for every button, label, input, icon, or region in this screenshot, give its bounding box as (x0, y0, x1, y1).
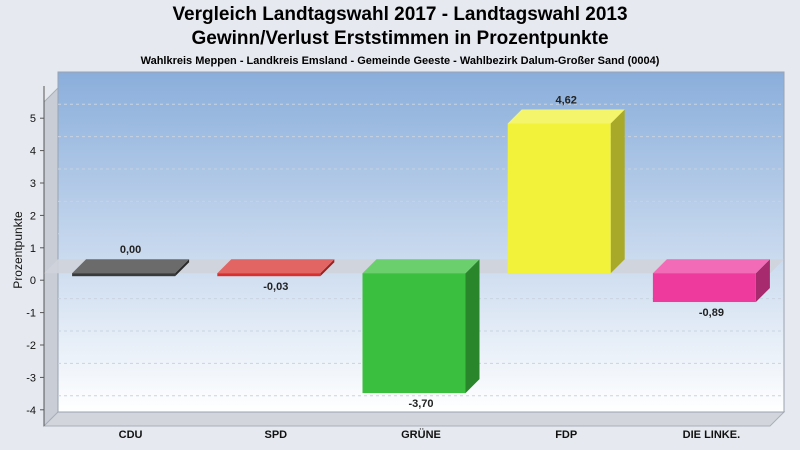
x-tick-label: FDP (555, 429, 577, 441)
bar-die-linke (652, 259, 770, 303)
bar-front (72, 273, 176, 277)
bar-front (652, 273, 756, 303)
plot-side-wall (43, 86, 59, 428)
data-label: 0,00 (120, 244, 141, 256)
chart-subtitle: Wahlkreis Meppen - Landkreis Emsland - G… (140, 55, 660, 67)
bar-side (175, 259, 190, 277)
x-tick-label: GRÜNE (401, 428, 441, 441)
bar-spd (217, 259, 335, 277)
bar-top (652, 259, 770, 274)
y-tick-label: 0 (30, 275, 36, 287)
bar-cdu (72, 259, 190, 277)
chart-title-line-2: Gewinn/Verlust Erststimmen in Prozentpun… (191, 28, 609, 49)
bar-top (362, 259, 480, 274)
y-tick-label: -3 (26, 372, 36, 384)
chart-titles: Vergleich Landtagswahl 2017 - Landtagswa… (0, 0, 800, 68)
data-label: -0,03 (263, 281, 288, 293)
x-tick-label: DIE LINKE. (683, 429, 740, 441)
bar-front (217, 273, 321, 277)
bar-top (217, 259, 335, 274)
chart-title-line-1: Vergleich Landtagswahl 2017 - Landtagswa… (172, 4, 628, 25)
bar-fdp (507, 109, 625, 274)
data-label: -0,89 (699, 307, 724, 319)
bar-side (755, 259, 770, 303)
y-tick-label: -2 (26, 340, 36, 352)
x-tick-label: SPD (264, 429, 287, 441)
y-axis-label: Prozentpunkte (11, 211, 25, 289)
y-tick-label: 3 (30, 178, 36, 190)
y-tick-label: 2 (30, 210, 36, 222)
y-tick-label: 4 (30, 146, 36, 158)
data-label: 4,62 (555, 95, 576, 107)
bar-side (610, 109, 625, 274)
bar-grüne (362, 259, 480, 394)
bar-front (507, 123, 611, 274)
bar-side (320, 259, 335, 277)
bar-front (362, 273, 466, 394)
data-label: -3,70 (408, 398, 433, 410)
x-tick-label: CDU (119, 429, 143, 441)
y-tick-label: 1 (30, 243, 36, 255)
bar-top (72, 259, 190, 274)
plot-floor (42, 411, 786, 427)
y-tick-label: -1 (26, 308, 36, 320)
y-tick-label: 5 (30, 113, 36, 125)
bar-side (465, 259, 480, 394)
bar-top (507, 109, 625, 124)
y-tick-label: -4 (26, 405, 36, 417)
